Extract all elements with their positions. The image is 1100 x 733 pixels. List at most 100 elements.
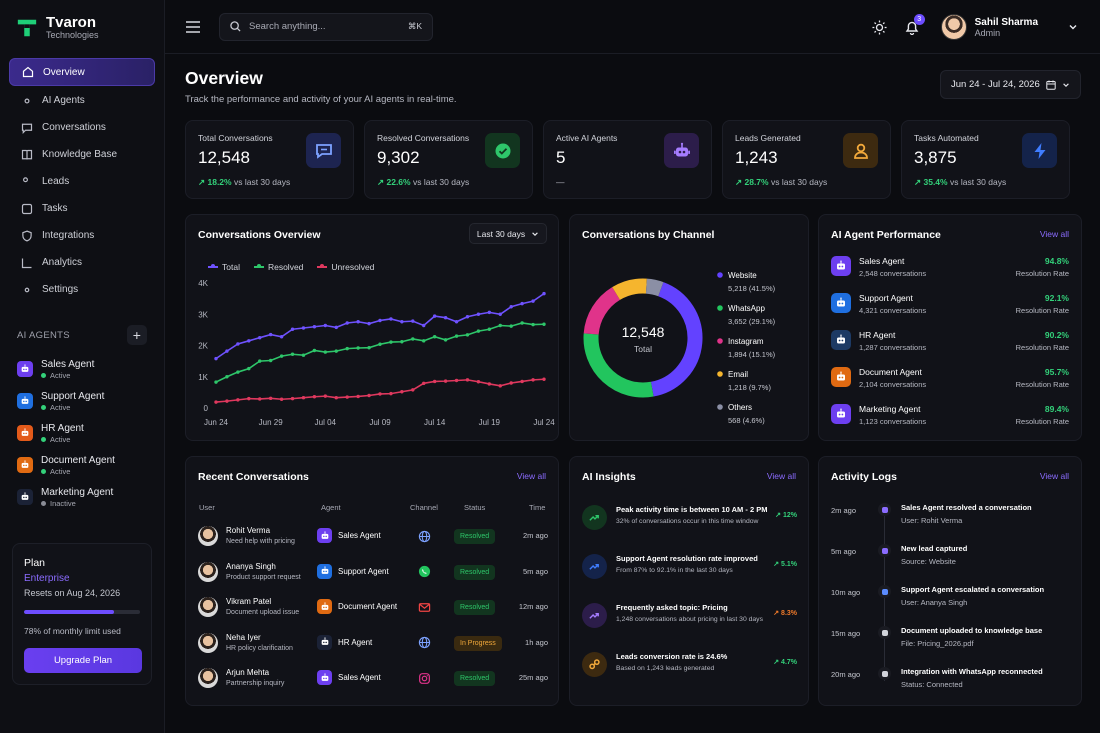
upgrade-plan-button[interactable]: Upgrade Plan [24,648,142,673]
agent-avatar [831,330,851,350]
sidebar-agent-hr-agent[interactable]: HR Agent Active [9,417,155,449]
globe-icon [417,636,431,650]
stat-delta: ↗ 28.7% vs last 30 days [735,177,827,188]
bell-icon [905,21,918,35]
agent-avatar [17,361,33,377]
add-agent-button[interactable]: + [127,325,147,345]
nav-item-label: Leads [42,176,70,187]
stat-card-total-conversations[interactable]: Total Conversations 12,548 ↗ 18.2% vs last… [185,120,354,199]
nav-item-integrations[interactable]: Integrations [9,222,155,249]
log-title: New lead captured [901,544,968,553]
log-item[interactable]: 15m ago Document uploaded to knowledge ba… [831,626,1069,666]
sidebar-agent-document-agent[interactable]: Document Agent Active [9,449,155,481]
stat-card-resolved-conversations[interactable]: Resolved Conversations 9,302 ↗ 22.6% vs la… [364,120,533,199]
performance-row[interactable]: Document Agent 2,104 conversations 95.7% Re… [831,366,1069,392]
log-item[interactable]: 20m ago Integration with WhatsApp reconne… [831,667,1069,707]
nav-item-analytics[interactable]: Analytics [9,249,155,276]
insight-description: 1,248 conversations about pricing in las… [616,616,763,623]
data-point [378,342,382,346]
table-row[interactable]: Neha Iyer HR policy clarification HR Agent… [198,630,548,660]
log-item[interactable]: 2m ago Sales Agent resolved a conversatio… [831,503,1069,543]
brand-logo[interactable]: Tvaron Technologies [9,14,155,58]
theme-toggle[interactable] [869,16,891,38]
insight-delta: ↗ 12% [775,512,797,519]
agent-name: Document Agent [338,602,398,611]
y-tick-label: 0 [204,404,209,413]
recent-view-all-link[interactable]: View all [516,471,546,481]
sidebar-agent-marketing-agent[interactable]: Marketing Agent Inactive [9,481,155,513]
performance-row[interactable]: Support Agent 4,321 conversations 92.1% Res… [831,292,1069,318]
agents-section-header: AI AGENTS + [9,303,155,353]
nav-item-conversations[interactable]: Conversations [9,114,155,141]
robot-icon [321,530,328,539]
log-subtitle: User: Rohit Verma [901,516,963,525]
nav-item-settings[interactable]: Settings [9,276,155,303]
range-select[interactable]: Last 30 days [469,223,547,244]
stat-value: 5 [556,148,566,167]
data-point [225,349,229,353]
notifications-button[interactable]: 3 [901,14,925,38]
data-point [509,381,513,385]
table-row[interactable]: Vikram Patel Document upload issue Documen… [198,594,548,624]
stat-value: 3,875 [914,148,957,167]
performance-view-all-link[interactable]: View all [1039,229,1069,239]
log-item[interactable]: 5m ago New lead captured Source: Website [831,544,1069,584]
stat-card-leads-generated[interactable]: Leads Generated 1,243 ↗ 28.7% vs last 30 d… [722,120,891,199]
data-point [520,379,524,384]
instagram-icon [417,671,431,685]
insight-item[interactable]: Frequently asked topic: Pricing 1,248 con… [582,599,797,643]
table-row[interactable]: Rohit Verma Need help with pricing Sales A… [198,523,548,553]
legend-value: 1,218 (9.7%) [728,383,771,392]
agent-name: Marketing Agent [41,486,114,498]
legend-value: 1,894 (15.1%) [728,350,776,359]
timeline-dot [878,544,891,557]
nav-item-label: Integrations [42,230,95,241]
search-input[interactable] [249,21,400,32]
link-icon [582,652,607,677]
sidebar-agent-support-agent[interactable]: Support Agent Active [9,385,155,417]
agent-conversations: 1,287 conversations [859,343,927,352]
performance-row[interactable]: Marketing Agent 1,123 conversations 89.4% R… [831,403,1069,429]
data-point [422,381,426,386]
performance-row[interactable]: Sales Agent 2,548 conversations 94.8% Resol… [831,255,1069,281]
performance-row[interactable]: HR Agent 1,287 conversations 90.2% Resoluti… [831,329,1069,355]
insight-item[interactable]: Leads conversion rate is 24.6% Based on 1… [582,648,797,692]
stat-card-tasks-automated[interactable]: Tasks Automated 3,875 ↗ 35.4% vs last 30 d… [901,120,1070,199]
data-point [301,326,306,330]
table-row[interactable]: Ananya Singh Product support request Suppo… [198,559,548,589]
stat-card-active-ai-agents[interactable]: Active AI Agents 5 — [543,120,712,199]
nav-item-leads[interactable]: Leads [9,168,155,195]
sidebar-agent-sales-agent[interactable]: Sales Agent Active [9,353,155,385]
insight-item[interactable]: Peak activity time is between 10 AM - 2 … [582,501,797,545]
date-range-picker[interactable]: Jun 24 - Jul 24, 2026 [940,70,1081,99]
data-point [258,335,262,340]
nav-item-knowledge-base[interactable]: Knowledge Base [9,141,155,168]
robot-icon [837,408,845,418]
main-nav: Overview AI Agents Conversations Knowledge … [9,58,155,303]
menu-icon[interactable] [185,20,201,34]
legend-dot [717,305,723,311]
nav-item-tasks[interactable]: Tasks [9,195,155,222]
stat-delta-value: 28.7% [744,177,769,187]
time-ago: 12m ago [518,602,548,611]
user-menu[interactable]: Sahil Sharma Admin [940,14,1078,40]
table-row[interactable]: Arjun Mehta Partnership inquiry Sales Agen… [198,665,548,695]
data-point [367,393,371,398]
log-item[interactable]: 10m ago Support Agent escalated a convers… [831,585,1069,625]
insights-view-all-link[interactable]: View all [766,471,796,481]
sidebar: Tvaron Technologies Overview AI Agents Con… [0,0,165,733]
data-point [509,305,513,309]
data-point [520,321,524,325]
insight-item[interactable]: Support Agent resolution rate improved Fr… [582,550,797,594]
status-dot [41,436,46,442]
nav-item-ai-agents[interactable]: AI Agents [9,87,155,114]
log-time: 20m ago [831,670,861,679]
logs-view-all-link[interactable]: View all [1039,471,1069,481]
chat-icon [306,133,341,168]
chat-icon [21,123,33,134]
agent-conversations: 2,548 conversations [859,269,927,278]
nav-item-overview[interactable]: Overview [9,58,155,86]
search-box[interactable]: ⌘K [219,12,433,41]
column-header-status: Status [464,503,486,512]
legend-value: 568 (4.6%) [728,416,765,425]
